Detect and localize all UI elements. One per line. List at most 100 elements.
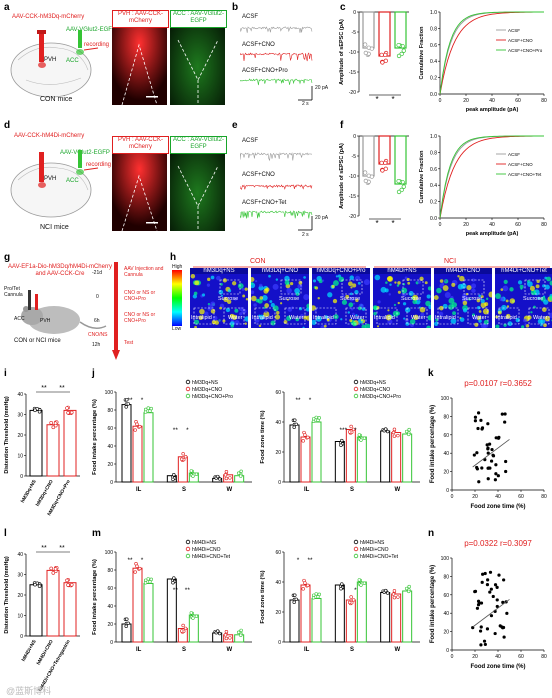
heat-blob <box>272 283 279 290</box>
heat-blob <box>471 283 477 289</box>
bar <box>380 430 391 483</box>
data-point <box>383 427 388 431</box>
x-tick-label: 0 <box>439 222 442 228</box>
heat-blob <box>318 279 323 284</box>
bar <box>166 578 177 643</box>
y-tick-label: 40 <box>17 552 23 558</box>
heat-blob <box>364 323 370 328</box>
heat-blob <box>392 310 399 317</box>
data-point <box>183 454 188 459</box>
data-point <box>215 629 220 633</box>
time-label-2: 6h <box>94 318 100 324</box>
heat-blob <box>407 281 411 285</box>
y-tick-label: 20 <box>275 450 281 456</box>
data-point <box>179 629 184 633</box>
heat-blob <box>524 323 527 326</box>
sig-star: ** <box>173 587 179 594</box>
sig-star: ** <box>127 397 133 404</box>
heat-blob <box>406 277 410 282</box>
heat-blob <box>312 279 317 283</box>
heat-blob <box>349 318 353 323</box>
y-axis-label: Amplitude of sEPSC (pA) <box>339 19 345 85</box>
heat-blob <box>270 303 275 308</box>
data-point <box>224 636 229 641</box>
y-axis-label: Distention Threshold (mmHg) <box>4 556 10 633</box>
x-tick-label: hM3Dq+NS <box>20 478 38 504</box>
y-tick-label: 0.0 <box>430 92 437 98</box>
series-line <box>439 11 544 95</box>
heat-blob <box>480 302 487 308</box>
heat-blob <box>441 282 445 285</box>
heat-blob <box>251 276 255 283</box>
heatmap-title: hM4Di+CNO <box>434 268 492 274</box>
legend-entry: hM4Di+CNO+Tet <box>192 554 231 560</box>
bar <box>378 11 391 57</box>
y-tick-label: 0 <box>353 10 356 16</box>
heat-blob <box>218 289 224 295</box>
heat-blob <box>303 276 306 279</box>
zone-label-sucrose: Sucrose <box>279 296 300 302</box>
panel-label-i: i <box>4 368 7 379</box>
heat-blob <box>258 314 265 321</box>
scale-x-b: 2 s <box>302 101 309 107</box>
bar <box>223 634 234 643</box>
heat-blob <box>536 279 540 284</box>
zone-label-intralipid: Intralipid <box>496 315 517 321</box>
heat-blob <box>505 313 511 319</box>
legend-swatch <box>185 379 191 385</box>
zone-label-intralipid: Intralipid <box>374 315 395 321</box>
zone-outline <box>528 307 550 325</box>
heat-blob <box>306 303 309 309</box>
series-line <box>439 135 544 219</box>
data-point <box>303 581 307 585</box>
mice-label-g: CON or NCI mice <box>14 338 61 344</box>
zone-outline <box>254 307 276 325</box>
event-label-3: Test <box>124 340 134 346</box>
data-point <box>494 463 498 467</box>
heat-blob <box>401 287 408 294</box>
x-tick-label: IL <box>304 487 310 493</box>
data-point <box>496 474 500 478</box>
data-point <box>380 168 385 173</box>
bar <box>63 582 77 637</box>
data-point <box>486 451 490 455</box>
y-tick-label: 80 <box>443 414 449 420</box>
heat-blob <box>263 288 269 294</box>
heat-blob <box>340 318 343 321</box>
heat-blob <box>543 299 549 305</box>
chart-f-cumulative: 0 20 40 60 80 0.0 0.2 0.4 0.6 0.8 1.0 peak amplitud… <box>419 134 547 237</box>
data-point <box>306 583 310 588</box>
data-point <box>475 467 479 471</box>
heat-blob <box>388 293 391 296</box>
heat-blob <box>548 312 552 319</box>
x-tick-label: W <box>394 647 400 653</box>
data-point <box>490 447 494 452</box>
heatmap-title: hM4Di+NS <box>373 268 431 274</box>
data-point <box>475 451 479 455</box>
acc-label-g: ACC <box>14 316 25 322</box>
data-point <box>363 50 368 56</box>
time-label-1: 0 <box>96 294 99 300</box>
heatmap-field <box>434 275 492 328</box>
heat-blob <box>317 296 320 300</box>
y-axis-label: Distention Threshold (mmHg) <box>4 396 10 473</box>
data-point <box>401 48 406 53</box>
legend-entry: ACSF <box>508 152 520 157</box>
x-tick-label: IL <box>136 487 142 493</box>
ephys-trace <box>240 210 313 219</box>
heatmap-title: hM3Dq+NS <box>190 268 248 274</box>
zone-outline <box>223 307 245 325</box>
data-point <box>172 576 176 580</box>
sig-star: * <box>297 557 300 564</box>
heat-blob <box>523 285 527 288</box>
y-tick-label: 20 <box>443 470 449 476</box>
heat-blob <box>303 294 309 301</box>
zone-outline <box>402 279 424 295</box>
heat-blob <box>495 315 499 319</box>
panel-label-e: e <box>232 120 238 131</box>
y-tick-label: 40 <box>443 611 449 617</box>
x-tick-label: W <box>394 487 400 493</box>
data-point <box>479 625 483 629</box>
heat-blob <box>206 283 211 287</box>
heatmap-field <box>190 274 248 328</box>
